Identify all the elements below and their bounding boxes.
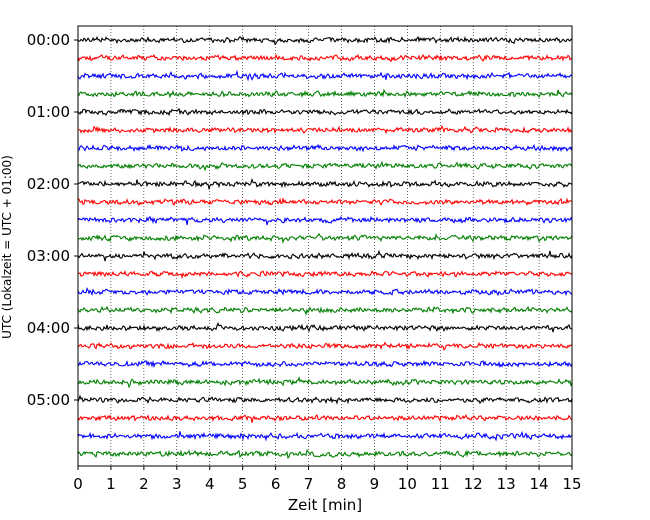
x-tick-label: 13 [497, 475, 516, 493]
seismic-trace [77, 88, 573, 99]
plot-frame [77, 25, 573, 467]
seismic-trace [77, 53, 573, 63]
x-tick-label: 14 [530, 475, 549, 493]
seismic-trace [77, 341, 573, 351]
x-tick-label: 8 [337, 475, 347, 493]
y-axis-label: UTC (Lokalzeit = UTC + 01:00) [0, 155, 14, 339]
seismic-trace [77, 249, 573, 262]
x-tick-label: 3 [172, 475, 182, 493]
seismic-trace [77, 449, 573, 460]
x-tick-label: 11 [431, 475, 450, 493]
seismic-trace [77, 124, 573, 135]
seismic-trace [77, 35, 573, 46]
seismic-trace [77, 394, 573, 405]
grid-lines [110, 26, 540, 466]
seismic-trace [77, 197, 573, 207]
x-tick-label: 10 [398, 475, 417, 493]
x-tick-label: 15 [562, 475, 581, 493]
y-tick-label: 03:00 [27, 247, 70, 265]
x-tick-label: 4 [205, 475, 215, 493]
y-tick-label: 05:00 [27, 391, 70, 409]
seismic-trace [77, 177, 573, 191]
y-tick-label: 00:00 [27, 31, 70, 49]
y-tick-label: 04:00 [27, 319, 70, 337]
seismic-trace [77, 321, 573, 333]
x-tick-label: 12 [464, 475, 483, 493]
x-tick-label: 7 [304, 475, 314, 493]
x-tick-label: 1 [106, 475, 116, 493]
x-tick-label: 0 [73, 475, 83, 493]
y-tick-label: 02:00 [27, 175, 70, 193]
seismic-trace [77, 69, 573, 82]
seismic-trace [77, 305, 573, 317]
seismic-trace [77, 107, 573, 117]
seismic-trace [77, 143, 573, 153]
y-tick-label: 01:00 [27, 103, 70, 121]
seismic-trace [77, 232, 573, 244]
seismic-trace [77, 414, 573, 423]
y-axis-ticks: 00:00 01:00 02:00 03:00 04:00 05:00 [27, 31, 78, 409]
x-axis-ticks: 0 1 2 3 4 5 6 7 8 9 10 11 12 13 14 15 [73, 466, 582, 493]
seismic-traces [77, 35, 573, 460]
seismic-trace [77, 215, 573, 226]
x-axis-label: Zeit [min] [288, 496, 362, 514]
seismic-trace [77, 160, 573, 172]
x-tick-label: 9 [370, 475, 380, 493]
x-tick-label: 2 [139, 475, 149, 493]
seismic-trace [77, 287, 573, 297]
x-tick-label: 6 [271, 475, 281, 493]
seismic-trace [77, 430, 573, 442]
x-tick-label: 5 [238, 475, 248, 493]
seismic-trace [77, 376, 573, 389]
seismic-trace [77, 359, 573, 369]
seismic-trace [77, 269, 573, 280]
